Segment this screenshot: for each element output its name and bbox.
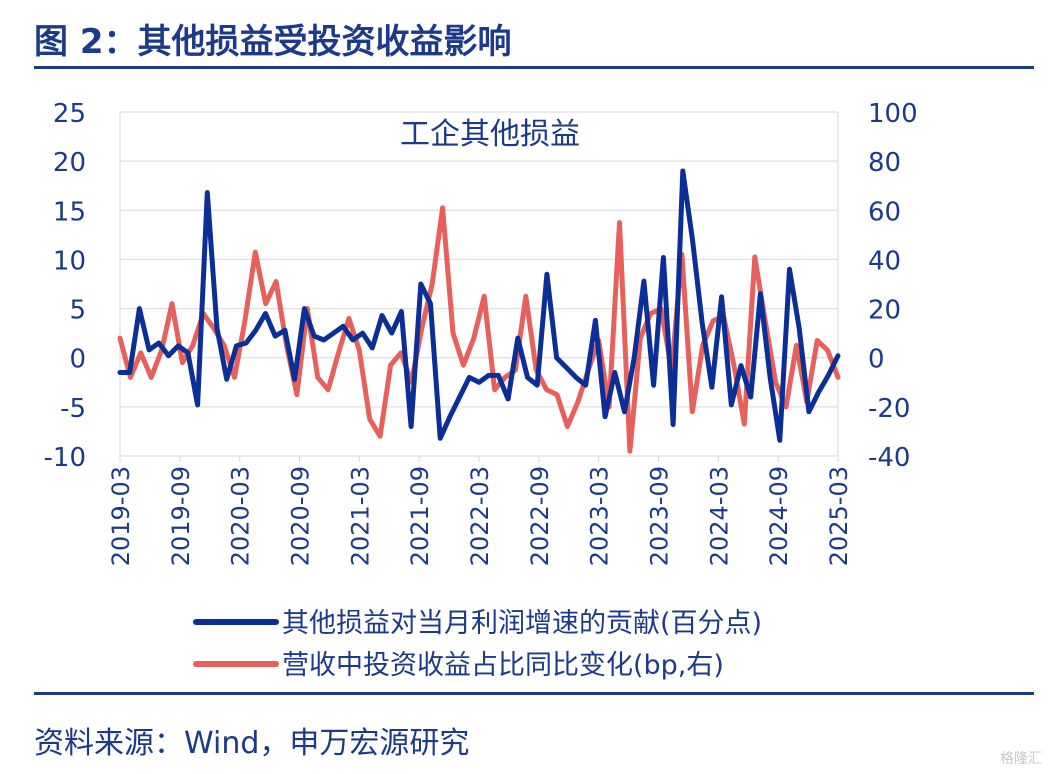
legend-item-other-pnl-label: 其他损益对当月利润增速的贡献(百分点) bbox=[282, 608, 762, 639]
right-y-tick-label: 20 bbox=[868, 296, 901, 326]
x-tick-label: 2020-03 bbox=[227, 466, 255, 566]
chart-title: 工企其他损益 bbox=[400, 117, 580, 152]
title-divider bbox=[34, 66, 1034, 69]
left-y-axis: -10 -5 0 5 10 15 20 25 bbox=[44, 99, 86, 473]
left-y-tick-label: 25 bbox=[53, 99, 86, 129]
left-y-tick-label: 10 bbox=[53, 246, 86, 276]
left-y-tick-label: -10 bbox=[44, 443, 86, 473]
figure-title: 图 2：其他损益受投资收益影响 bbox=[34, 22, 512, 62]
left-y-tick-label: 20 bbox=[53, 148, 86, 178]
source-note: 资料来源：Wind，申万宏源研究 bbox=[34, 726, 470, 761]
right-y-tick-label: 60 bbox=[868, 197, 901, 227]
left-y-tick-label: 15 bbox=[53, 197, 86, 227]
watermark-text: 格隆汇 bbox=[1000, 751, 1042, 767]
right-y-tick-label: -40 bbox=[868, 443, 910, 473]
chart-series bbox=[117, 168, 841, 454]
x-tick-label: 2020-09 bbox=[287, 466, 315, 566]
series-line-investment-income bbox=[117, 205, 841, 454]
chart-legend: 其他损益对当月利润增速的贡献(百分点) 营收中投资收益占比同比变化(bp,右) bbox=[193, 608, 762, 681]
x-tick-label: 2021-09 bbox=[406, 466, 434, 566]
right-y-tick-label: 100 bbox=[868, 99, 918, 129]
x-axis: 2019-03 2019-09 2020-03 2020-09 2021-03 2021-… bbox=[107, 456, 853, 566]
x-tick-label: 2022-03 bbox=[466, 466, 494, 566]
series-line-other-pnl bbox=[117, 168, 841, 443]
x-tick-label: 2025-03 bbox=[825, 466, 853, 566]
x-tick-label: 2024-09 bbox=[765, 466, 793, 566]
right-y-tick-label: 40 bbox=[868, 246, 901, 276]
legend-item-investment-income-label: 营收中投资收益占比同比变化(bp,右) bbox=[282, 650, 724, 681]
footer-divider bbox=[34, 692, 1034, 695]
left-y-tick-label: 0 bbox=[69, 345, 86, 375]
right-y-tick-label: -20 bbox=[868, 394, 910, 424]
right-y-tick-label: 0 bbox=[868, 345, 885, 375]
left-y-tick-label: -5 bbox=[60, 394, 86, 424]
x-tick-label: 2023-03 bbox=[586, 466, 614, 566]
right-y-tick-label: 80 bbox=[868, 148, 901, 178]
x-tick-label: 2024-03 bbox=[705, 466, 733, 566]
x-tick-label: 2022-09 bbox=[526, 466, 554, 566]
right-y-axis: -40 -20 0 20 40 60 80 100 bbox=[868, 99, 918, 473]
x-tick-label: 2023-09 bbox=[646, 466, 674, 566]
left-y-tick-label: 5 bbox=[69, 296, 86, 326]
x-tick-label: 2019-03 bbox=[107, 466, 135, 566]
x-tick-label: 2021-03 bbox=[346, 466, 374, 566]
x-tick-label: 2019-09 bbox=[167, 466, 195, 566]
